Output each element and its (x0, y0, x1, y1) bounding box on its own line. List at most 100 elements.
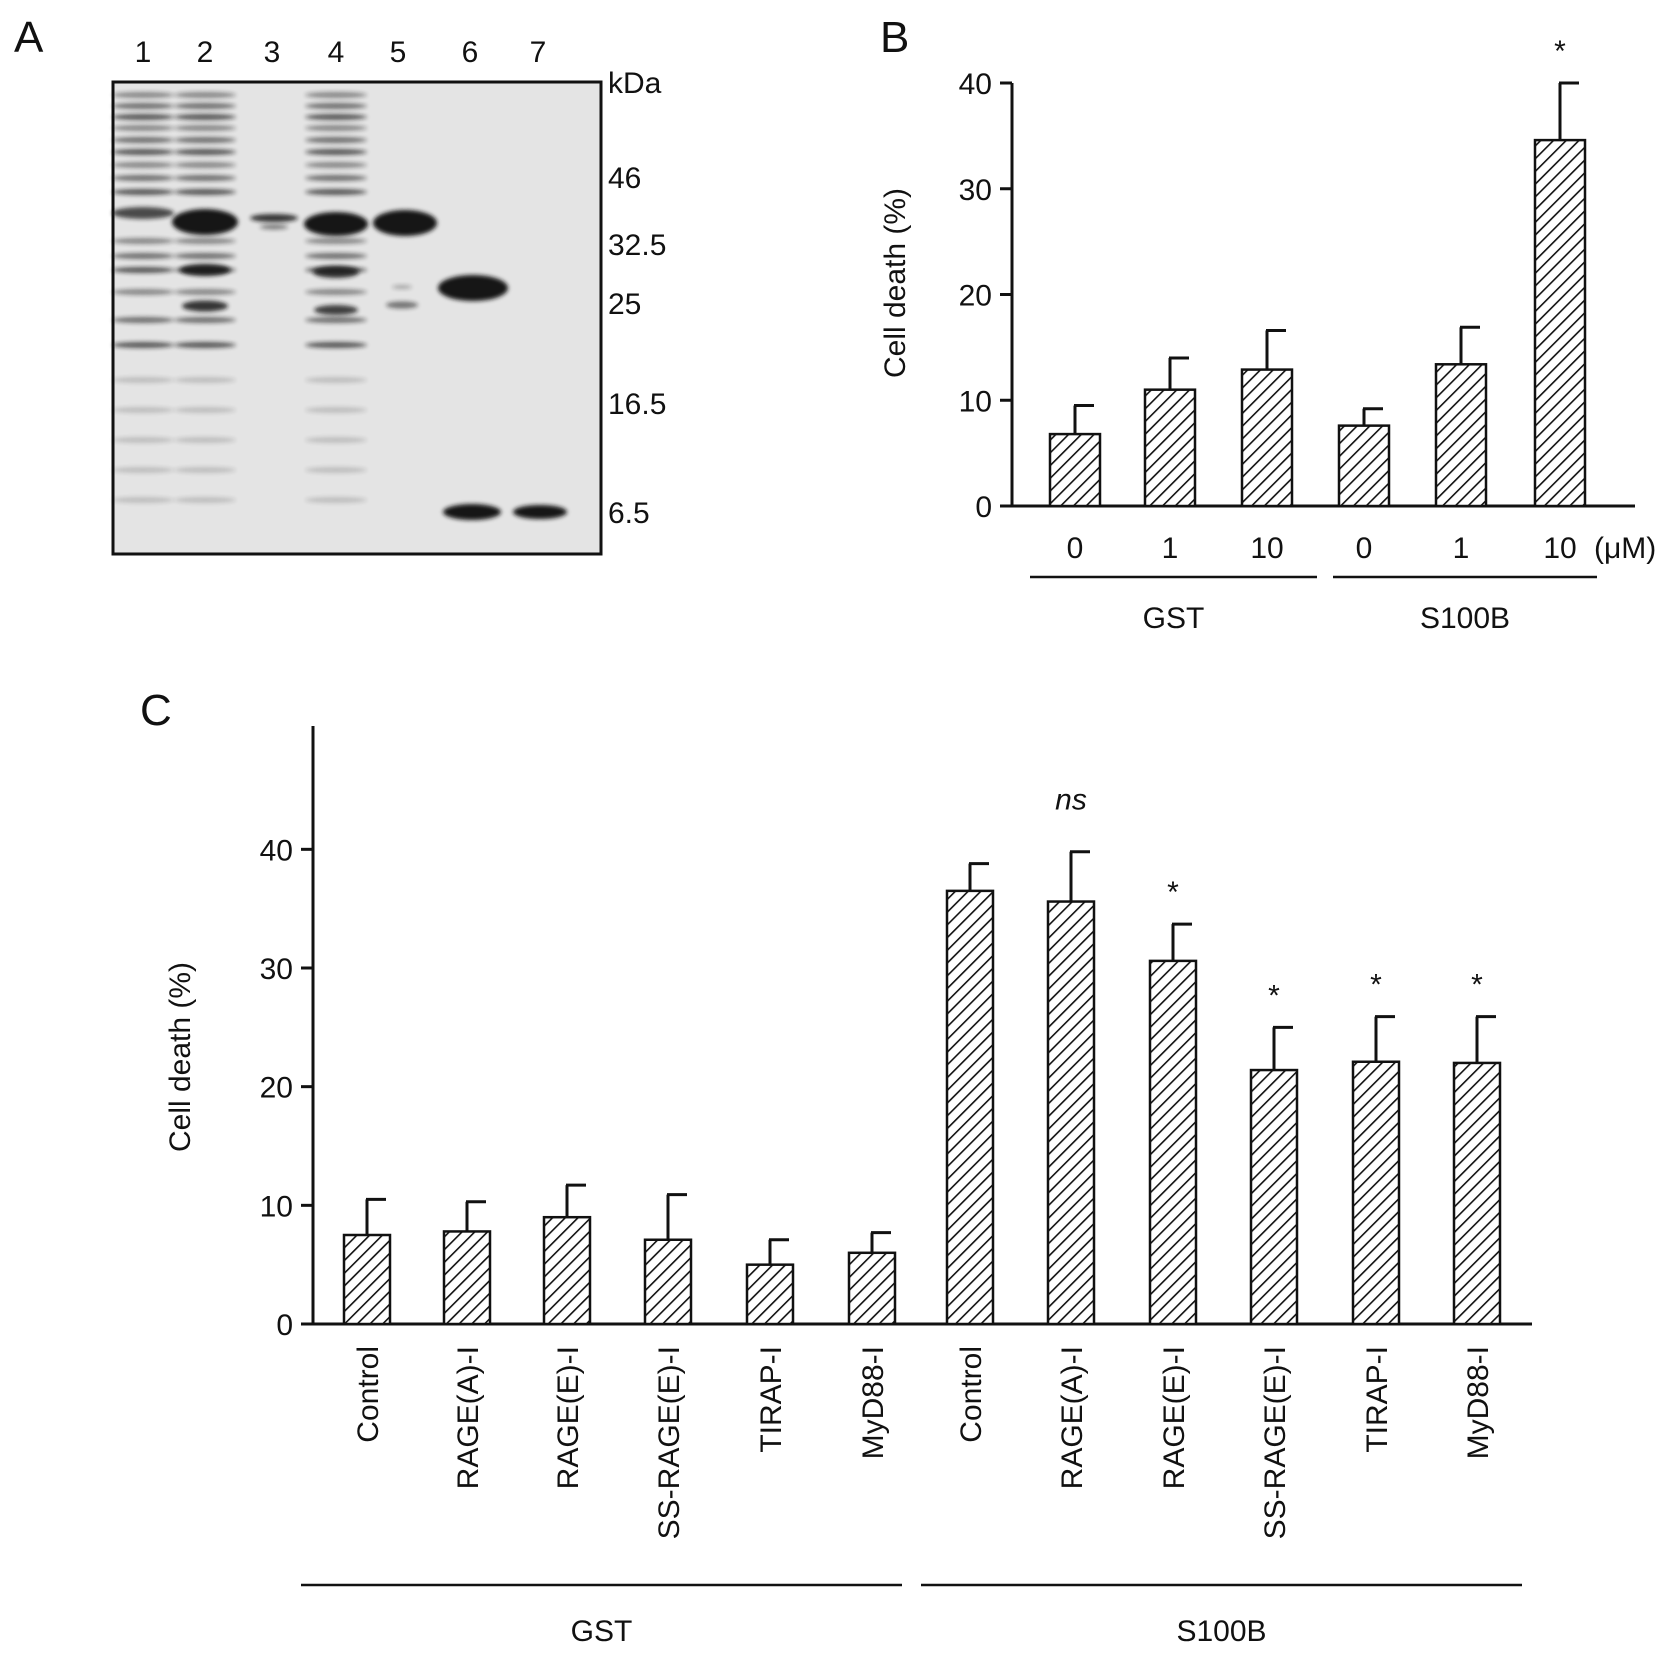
lane-1-band (112, 497, 174, 503)
bar (847, 1251, 897, 1326)
gel-bands (112, 92, 567, 520)
lane-1-band (112, 92, 174, 98)
lane-label-5: 5 (390, 36, 407, 69)
bar (945, 889, 995, 1326)
category-label: SS-RAGE(E)-I (653, 1346, 686, 1539)
category-label: 0 (1067, 532, 1084, 565)
panel-b-chart: B 0 10 20 30 40 Cell death (%) 0 1 10 0 1 * 10 (μM) GS… (879, 13, 1656, 635)
marker-label-16-5: 16.5 (608, 388, 666, 421)
lane-4-band (305, 189, 367, 195)
category-label: Control (955, 1346, 988, 1443)
lane-2-band (174, 162, 236, 168)
kda-unit-label: kDa (608, 67, 662, 100)
lane-2-band (174, 467, 236, 473)
group-label: S100B (1176, 1615, 1266, 1648)
lane-3-band (260, 224, 288, 230)
lane-1-band (112, 267, 174, 273)
bar (1434, 363, 1488, 508)
lane-1-band (112, 317, 174, 323)
bar (1452, 1061, 1502, 1326)
y-tick-label: 0 (975, 491, 992, 524)
lane-4-band (305, 92, 367, 98)
lane-1-band (112, 437, 174, 443)
lane-4-main-band (304, 212, 368, 236)
x-unit-label: (μM) (1594, 532, 1656, 565)
lane-4-band (305, 162, 367, 168)
lane-2-band (174, 342, 236, 348)
not-significant-label: ns (1055, 784, 1087, 817)
bar (1533, 138, 1587, 508)
lane-4-band (305, 137, 367, 143)
bar (1240, 368, 1294, 508)
lane-6-small-band (443, 504, 501, 520)
lane-1-band (112, 342, 174, 348)
significance-asterisk: * (1554, 35, 1566, 68)
marker-label-32-5: 32.5 (608, 229, 666, 262)
lane-4-band (305, 103, 367, 109)
lane-labels: 1 2 3 4 5 6 7 (135, 36, 547, 69)
bar (1048, 432, 1102, 508)
bar (442, 1230, 492, 1326)
lane-4-band (305, 342, 367, 348)
lane-2-band (174, 317, 236, 323)
category-label: 10 (1250, 532, 1283, 565)
group-label: S100B (1420, 602, 1510, 635)
lane-4-band (305, 114, 367, 120)
bar (342, 1233, 392, 1326)
category-label: 10 (1543, 532, 1576, 565)
category-label: RAGE(A)-I (452, 1346, 485, 1489)
bar (1143, 388, 1197, 508)
y-tick-label: 20 (959, 280, 992, 313)
lane-1-band (112, 125, 174, 131)
bar (542, 1215, 592, 1326)
significance-asterisk: * (1471, 969, 1483, 1002)
y-tick-label: 30 (260, 953, 293, 986)
lane-4-band (305, 253, 367, 259)
significance-asterisk: * (1167, 876, 1179, 909)
lane-label-6: 6 (462, 36, 479, 69)
lane-2-band (182, 300, 228, 312)
lane-label-2: 2 (197, 36, 214, 69)
bar (643, 1238, 693, 1326)
group-label: GST (571, 1615, 633, 1648)
lane-1-band (112, 377, 174, 383)
lane-4-band (305, 175, 367, 181)
y-axis-title: Cell death (%) (164, 962, 197, 1152)
lane-2-band (174, 407, 236, 413)
lane-2-band (174, 289, 236, 295)
significance-asterisk: * (1268, 979, 1280, 1012)
lane-2-band (174, 175, 236, 181)
lane-2-band (174, 103, 236, 109)
lane-4-band (305, 149, 367, 155)
lane-6-main-band (438, 275, 508, 301)
lane-4-band (305, 437, 367, 443)
bar (1337, 424, 1391, 508)
lane-label-4: 4 (328, 36, 345, 69)
lane-2-band (174, 238, 236, 244)
lane-4-band (305, 289, 367, 295)
bar (745, 1263, 795, 1326)
lane-1-band (112, 407, 174, 413)
category-label: 1 (1453, 532, 1470, 565)
lane-4-band (313, 266, 359, 278)
lane-2-band (174, 114, 236, 120)
lane-1-main-band (112, 207, 174, 219)
lane-label-3: 3 (264, 36, 281, 69)
lane-2-band (174, 189, 236, 195)
y-tick-label: 10 (260, 1190, 293, 1223)
lane-1-band (112, 238, 174, 244)
y-tick-label: 0 (276, 1309, 293, 1342)
y-tick-label: 40 (959, 68, 992, 101)
lane-1-band (112, 162, 174, 168)
category-label: RAGE(A)-I (1056, 1346, 1089, 1489)
panel-a-letter: A (14, 13, 44, 62)
lane-5-main-band (373, 210, 437, 236)
bar (1249, 1068, 1299, 1326)
category-label: MyD88-I (1462, 1346, 1495, 1459)
lane-1-band (112, 149, 174, 155)
lane-4-band (305, 317, 367, 323)
marker-label-6-5: 6.5 (608, 497, 650, 530)
lane-4-band (305, 238, 367, 244)
significance-asterisk: * (1370, 969, 1382, 1002)
